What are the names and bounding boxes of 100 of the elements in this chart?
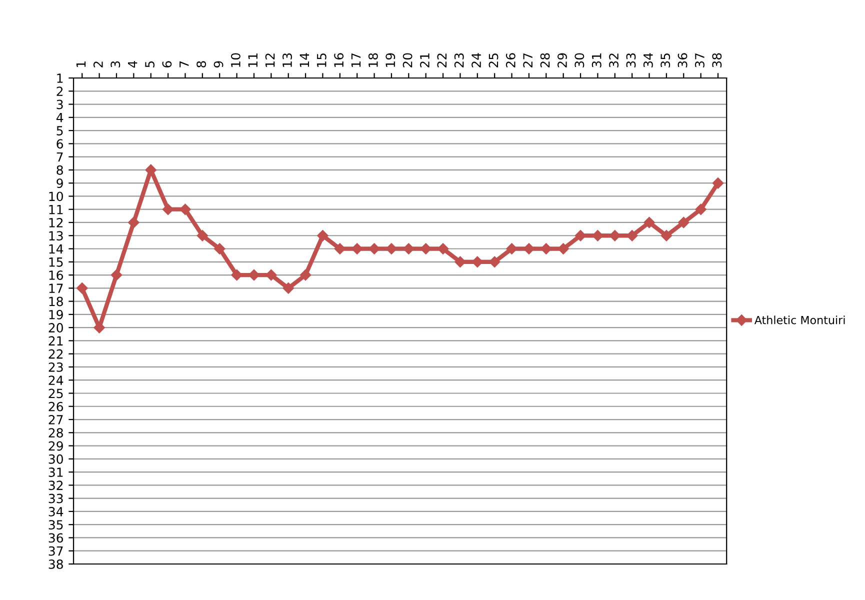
x-tick-label: 12 <box>265 54 275 67</box>
x-tick-label: 13 <box>282 53 292 67</box>
point <box>454 256 466 268</box>
y-tick-label: 5 <box>56 126 63 136</box>
x-tick-label: 29 <box>558 53 567 68</box>
y-tick-label: 19 <box>49 310 63 320</box>
point <box>712 177 724 189</box>
y-tick-label: 34 <box>48 506 64 516</box>
x-tick-label: 36 <box>678 53 688 68</box>
x-tick-label: 32 <box>609 54 619 68</box>
x-tick-label: 18 <box>368 53 378 67</box>
x-tick-label: 14 <box>300 53 309 67</box>
y-tick-label: 1 <box>57 74 63 83</box>
x-tick-label: 17 <box>351 53 361 67</box>
x-tick-label: 22 <box>437 54 446 68</box>
y-tick-label: 23 <box>48 362 63 372</box>
x-tick-label: 26 <box>506 53 516 68</box>
x-tick-label: 3 <box>110 61 120 68</box>
point <box>266 269 277 281</box>
point <box>110 269 122 281</box>
x-tick-label: 2 <box>93 62 103 68</box>
y-tick-label: 35 <box>48 520 63 530</box>
y-tick-label: 12 <box>49 218 63 228</box>
y-tick-label: 8 <box>56 165 63 175</box>
y-tick-label: 11 <box>49 204 63 214</box>
point <box>180 204 191 215</box>
y-tick-label: 22 <box>48 349 63 359</box>
point <box>282 282 294 294</box>
y-tick-label: 30 <box>48 454 63 464</box>
y-tick-label: 38 <box>48 559 63 569</box>
x-tick-label: 23 <box>454 53 464 68</box>
x-tick-label: 24 <box>472 53 481 68</box>
y-tick-label: 32 <box>48 480 63 490</box>
point <box>506 243 518 254</box>
x-tick-label: 5 <box>145 61 154 68</box>
y-tick-label: 9 <box>56 178 63 188</box>
x-tick-label: 9 <box>214 61 224 68</box>
y-tick-label: 10 <box>49 192 63 202</box>
x-tick-label: 20 <box>402 53 412 68</box>
x-tick-label: 21 <box>420 54 430 68</box>
point <box>196 230 208 242</box>
y-tick-label: 29 <box>48 441 63 451</box>
y-tick-label: 18 <box>49 296 63 306</box>
x-tick-label: 6 <box>162 61 172 68</box>
y-tick-label: 31 <box>48 468 63 477</box>
point <box>214 243 226 254</box>
x-tick-label: 8 <box>196 61 206 68</box>
y-tick-label: 17 <box>49 284 63 293</box>
point <box>678 216 690 228</box>
x-tick-label: 16 <box>334 53 344 67</box>
x-tick-label: 34 <box>643 53 653 68</box>
y-tick-label: 2 <box>56 86 63 96</box>
y-tick-label: 28 <box>48 428 63 438</box>
y-tick-label: 25 <box>48 388 63 398</box>
y-tick-label: 3 <box>56 100 63 110</box>
y-tick-label: 16 <box>49 270 64 280</box>
y-tick-label: 24 <box>48 376 64 385</box>
y-tick-label: 26 <box>48 402 64 412</box>
y-tick-label: 6 <box>56 139 64 149</box>
point <box>558 243 569 254</box>
y-tick-label: 20 <box>48 323 63 332</box>
y-tick-label: 21 <box>48 336 63 346</box>
y-tick-label: 33 <box>48 494 63 504</box>
point <box>540 243 552 254</box>
x-tick-label: 4 <box>128 61 138 68</box>
x-tick-label: 28 <box>540 53 550 68</box>
x-tick-label: 10 <box>230 53 240 67</box>
y-tick-label: 13 <box>49 231 63 241</box>
legend-label: Athletic Montuiri <box>754 316 845 324</box>
x-tick-label: 38 <box>712 53 722 68</box>
point <box>368 243 380 254</box>
y-tick-label: 4 <box>56 113 64 122</box>
point <box>644 216 655 228</box>
x-tick-label: 25 <box>488 53 498 68</box>
x-tick-label: 31 <box>592 54 602 68</box>
point <box>76 282 88 294</box>
y-tick-label: 7 <box>56 152 63 162</box>
x-tick-label: 11 <box>248 54 258 67</box>
y-tick-label: 14 <box>49 244 64 254</box>
point <box>592 230 604 242</box>
point <box>162 204 174 215</box>
y-tick-label: 37 <box>48 546 63 556</box>
y-tick-label: 36 <box>48 533 64 543</box>
point <box>403 243 414 254</box>
point <box>231 269 242 281</box>
point <box>300 269 312 281</box>
x-tick-label: 1 <box>76 61 86 67</box>
point <box>695 204 706 215</box>
x-tick-label: 7 <box>180 61 189 68</box>
y-tick-label: 27 <box>48 414 63 424</box>
x-tick-label: 15 <box>317 53 326 67</box>
x-tick-label: 37 <box>694 53 704 68</box>
y-tick-label: 15 <box>49 258 63 267</box>
point <box>420 243 432 254</box>
x-tick-label: 33 <box>626 53 636 68</box>
x-tick-label: 27 <box>523 53 532 68</box>
x-tick-label: 35 <box>660 53 670 68</box>
x-tick-label: 19 <box>386 53 396 67</box>
point <box>317 230 328 242</box>
point <box>128 216 140 228</box>
